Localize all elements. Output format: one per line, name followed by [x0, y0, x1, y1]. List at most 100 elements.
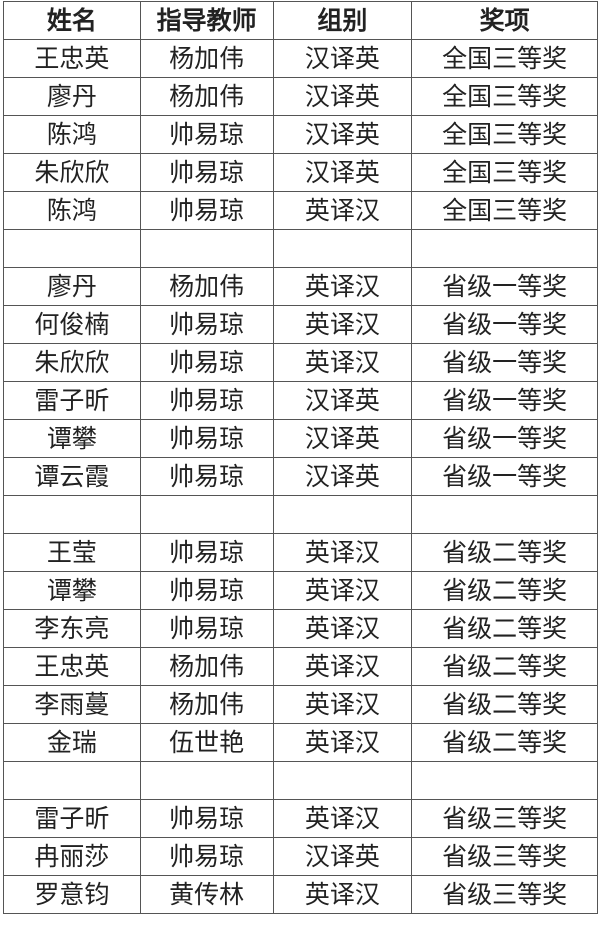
table-row: 王忠英 杨加伟 英译汉 省级二等奖 — [3, 647, 598, 686]
cell-group: 汉译英 — [272, 837, 413, 876]
cell-teacher: 帅易琼 — [139, 533, 274, 572]
cell-teacher: 杨加伟 — [139, 267, 274, 306]
header-teacher: 指导教师 — [139, 1, 274, 40]
cell-group: 汉译英 — [272, 419, 413, 458]
cell-group: 英译汉 — [272, 647, 413, 686]
table-row: 金瑞 伍世艳 英译汉 省级二等奖 — [3, 723, 598, 762]
cell-group: 汉译英 — [272, 381, 413, 420]
cell-group — [272, 229, 413, 268]
header-group: 组别 — [272, 1, 413, 40]
table-row: 王莹 帅易琼 英译汉 省级二等奖 — [3, 533, 598, 572]
cell-teacher: 帅易琼 — [139, 571, 274, 610]
cell-teacher: 伍世艳 — [139, 723, 274, 762]
cell-name: 谭攀 — [3, 419, 141, 458]
cell-group: 汉译英 — [272, 153, 413, 192]
header-award: 奖项 — [411, 1, 598, 40]
cell-name — [3, 495, 141, 534]
cell-name: 朱欣欣 — [3, 343, 141, 382]
cell-award: 省级三等奖 — [411, 837, 598, 876]
cell-award: 省级二等奖 — [411, 609, 598, 648]
cell-name: 陈鸿 — [3, 115, 141, 154]
cell-teacher: 帅易琼 — [139, 343, 274, 382]
table-row — [3, 495, 598, 534]
cell-group: 英译汉 — [272, 533, 413, 572]
cell-group: 英译汉 — [272, 267, 413, 306]
table-row: 王忠英 杨加伟 汉译英 全国三等奖 — [3, 39, 598, 78]
cell-award: 省级一等奖 — [411, 305, 598, 344]
header-row: 姓名 指导教师 组别 奖项 — [3, 1, 598, 40]
cell-group: 英译汉 — [272, 305, 413, 344]
cell-award: 全国三等奖 — [411, 39, 598, 78]
table-row: 廖丹 杨加伟 英译汉 省级一等奖 — [3, 267, 598, 306]
cell-award — [411, 495, 598, 534]
cell-award: 全国三等奖 — [411, 115, 598, 154]
cell-group: 英译汉 — [272, 609, 413, 648]
cell-award: 省级三等奖 — [411, 799, 598, 838]
cell-group: 英译汉 — [272, 571, 413, 610]
table-row: 谭攀 帅易琼 汉译英 省级一等奖 — [3, 419, 598, 458]
table-row: 罗意钧 黄传林 英译汉 省级三等奖 — [3, 875, 598, 914]
cell-group: 汉译英 — [272, 77, 413, 116]
cell-name: 廖丹 — [3, 77, 141, 116]
cell-award — [411, 761, 598, 800]
awards-table: 姓名 指导教师 组别 奖项 王忠英 杨加伟 汉译英 全国三等奖 廖丹 杨加伟 汉译英 全国三等… — [3, 1, 598, 914]
cell-award — [411, 229, 598, 268]
cell-teacher: 帅易琼 — [139, 837, 274, 876]
cell-name: 雷子昕 — [3, 799, 141, 838]
cell-teacher: 帅易琼 — [139, 191, 274, 230]
cell-teacher: 帅易琼 — [139, 381, 274, 420]
table-row: 何俊楠 帅易琼 英译汉 省级一等奖 — [3, 305, 598, 344]
cell-name: 李雨蔓 — [3, 685, 141, 724]
cell-award: 省级二等奖 — [411, 571, 598, 610]
cell-award: 省级一等奖 — [411, 457, 598, 496]
table-row: 谭云霞 帅易琼 汉译英 省级一等奖 — [3, 457, 598, 496]
cell-group: 英译汉 — [272, 685, 413, 724]
cell-award: 省级一等奖 — [411, 267, 598, 306]
table-row: 朱欣欣 帅易琼 英译汉 省级一等奖 — [3, 343, 598, 382]
cell-name: 罗意钧 — [3, 875, 141, 914]
cell-name: 谭攀 — [3, 571, 141, 610]
cell-award: 全国三等奖 — [411, 77, 598, 116]
table-row: 朱欣欣 帅易琼 汉译英 全国三等奖 — [3, 153, 598, 192]
cell-award: 省级二等奖 — [411, 723, 598, 762]
cell-name: 金瑞 — [3, 723, 141, 762]
cell-teacher — [139, 229, 274, 268]
cell-award: 省级一等奖 — [411, 381, 598, 420]
table-row: 陈鸿 帅易琼 汉译英 全国三等奖 — [3, 115, 598, 154]
cell-name: 李东亮 — [3, 609, 141, 648]
cell-name — [3, 229, 141, 268]
cell-group — [272, 761, 413, 800]
cell-name: 王忠英 — [3, 647, 141, 686]
table-row: 雷子昕 帅易琼 汉译英 省级一等奖 — [3, 381, 598, 420]
cell-teacher — [139, 495, 274, 534]
cell-name: 冉丽莎 — [3, 837, 141, 876]
cell-award: 省级二等奖 — [411, 647, 598, 686]
table-row: 廖丹 杨加伟 汉译英 全国三等奖 — [3, 77, 598, 116]
cell-teacher: 黄传林 — [139, 875, 274, 914]
cell-teacher: 杨加伟 — [139, 685, 274, 724]
cell-group: 英译汉 — [272, 343, 413, 382]
cell-name: 谭云霞 — [3, 457, 141, 496]
cell-award: 省级三等奖 — [411, 875, 598, 914]
cell-group: 英译汉 — [272, 799, 413, 838]
cell-teacher: 帅易琼 — [139, 153, 274, 192]
cell-group: 英译汉 — [272, 191, 413, 230]
table-row: 李东亮 帅易琼 英译汉 省级二等奖 — [3, 609, 598, 648]
cell-name: 陈鸿 — [3, 191, 141, 230]
cell-group: 汉译英 — [272, 457, 413, 496]
table-row: 陈鸿 帅易琼 英译汉 全国三等奖 — [3, 191, 598, 230]
table-row: 谭攀 帅易琼 英译汉 省级二等奖 — [3, 571, 598, 610]
cell-group — [272, 495, 413, 534]
cell-teacher: 帅易琼 — [139, 609, 274, 648]
cell-group: 汉译英 — [272, 115, 413, 154]
cell-name: 朱欣欣 — [3, 153, 141, 192]
cell-group: 英译汉 — [272, 723, 413, 762]
cell-teacher: 杨加伟 — [139, 77, 274, 116]
table-row: 李雨蔓 杨加伟 英译汉 省级二等奖 — [3, 685, 598, 724]
cell-group: 英译汉 — [272, 875, 413, 914]
cell-teacher: 帅易琼 — [139, 419, 274, 458]
cell-name: 何俊楠 — [3, 305, 141, 344]
table-row — [3, 229, 598, 268]
cell-teacher: 帅易琼 — [139, 799, 274, 838]
cell-teacher: 杨加伟 — [139, 647, 274, 686]
